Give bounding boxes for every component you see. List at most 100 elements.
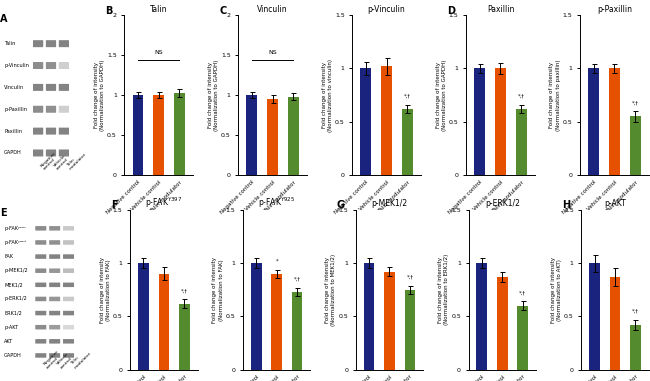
- Bar: [590, 263, 600, 370]
- FancyBboxPatch shape: [35, 339, 46, 344]
- Y-axis label: Fold change of intensity
(Normalization to FAK): Fold change of intensity (Normalization …: [99, 257, 111, 323]
- Text: p-FAKʸ²⁹⁷: p-FAKʸ²⁹⁷: [4, 226, 26, 231]
- Text: Negative
control: Negative control: [40, 151, 60, 171]
- Text: D: D: [447, 6, 455, 16]
- Text: Vehicle
control: Vehicle control: [57, 352, 73, 369]
- FancyBboxPatch shape: [46, 62, 56, 69]
- Bar: [517, 306, 528, 370]
- FancyBboxPatch shape: [33, 149, 44, 157]
- FancyBboxPatch shape: [58, 106, 69, 113]
- FancyBboxPatch shape: [63, 339, 74, 344]
- FancyBboxPatch shape: [49, 240, 60, 245]
- Bar: [404, 290, 415, 370]
- Y-axis label: Fold change of intensity
(Normalization to GAPDH): Fold change of intensity (Normalization …: [94, 59, 105, 131]
- FancyBboxPatch shape: [58, 149, 69, 157]
- FancyBboxPatch shape: [63, 226, 74, 231]
- FancyBboxPatch shape: [46, 128, 56, 134]
- FancyBboxPatch shape: [33, 40, 44, 47]
- Bar: [381, 66, 392, 175]
- FancyBboxPatch shape: [46, 84, 56, 91]
- Title: p-Vinculin: p-Vinculin: [368, 5, 406, 14]
- FancyBboxPatch shape: [49, 311, 60, 315]
- Text: AKT: AKT: [4, 339, 13, 344]
- FancyBboxPatch shape: [35, 297, 46, 301]
- Bar: [267, 99, 278, 175]
- Text: FAK: FAK: [4, 254, 13, 259]
- Bar: [138, 263, 149, 370]
- Text: Talin: Talin: [4, 41, 16, 46]
- Text: p-ERK1/2: p-ERK1/2: [4, 296, 27, 301]
- Text: p-AKT: p-AKT: [4, 325, 18, 330]
- Y-axis label: Fold change of intensity
(Normalization to GAPDH): Fold change of intensity (Normalization …: [436, 59, 447, 131]
- FancyBboxPatch shape: [49, 269, 60, 273]
- Text: GAPDH: GAPDH: [4, 353, 22, 358]
- Text: *,†: *,†: [406, 275, 413, 280]
- FancyBboxPatch shape: [35, 240, 46, 245]
- Text: *,†: *,†: [519, 291, 526, 296]
- FancyBboxPatch shape: [35, 325, 46, 330]
- Y-axis label: Fold change of intensity
(Normalization to AKT): Fold change of intensity (Normalization …: [551, 257, 562, 323]
- Bar: [495, 69, 506, 175]
- Bar: [360, 69, 371, 175]
- FancyBboxPatch shape: [46, 106, 56, 113]
- FancyBboxPatch shape: [49, 254, 60, 259]
- Bar: [133, 95, 143, 175]
- Text: *,†: *,†: [181, 289, 188, 294]
- Bar: [272, 274, 282, 370]
- Bar: [630, 116, 641, 175]
- FancyBboxPatch shape: [33, 128, 44, 134]
- Bar: [174, 93, 185, 175]
- Bar: [153, 95, 164, 175]
- FancyBboxPatch shape: [35, 269, 46, 273]
- Text: GAPDH: GAPDH: [4, 150, 21, 155]
- FancyBboxPatch shape: [49, 283, 60, 287]
- Text: p-FAKʸ⁹²⁵: p-FAKʸ⁹²⁵: [4, 240, 26, 245]
- Text: Paxillin: Paxillin: [4, 129, 22, 134]
- Bar: [516, 109, 526, 175]
- FancyBboxPatch shape: [49, 339, 60, 344]
- Y-axis label: Fold change of intensity
(Normalization to vinculin): Fold change of intensity (Normalization …: [322, 59, 333, 131]
- FancyBboxPatch shape: [46, 149, 56, 157]
- Bar: [159, 274, 169, 370]
- Y-axis label: Fold change of intensity
(Normalization to paxillin): Fold change of intensity (Normalization …: [549, 59, 561, 131]
- Bar: [588, 69, 599, 175]
- Text: ERK1/2: ERK1/2: [4, 311, 22, 315]
- Title: p-FAK$^{Y397}$: p-FAK$^{Y397}$: [145, 195, 183, 210]
- FancyBboxPatch shape: [63, 254, 74, 259]
- Title: p-ERK1/2: p-ERK1/2: [485, 200, 519, 208]
- FancyBboxPatch shape: [33, 62, 44, 69]
- Text: Vehicle
control: Vehicle control: [53, 154, 70, 171]
- Text: MEK1/2: MEK1/2: [4, 282, 23, 287]
- Bar: [288, 97, 299, 175]
- Text: p-MEK1/2: p-MEK1/2: [4, 268, 28, 273]
- Text: B: B: [105, 6, 112, 16]
- FancyBboxPatch shape: [49, 226, 60, 231]
- Bar: [476, 263, 487, 370]
- Text: Vinculin: Vinculin: [4, 85, 24, 90]
- Text: A: A: [0, 14, 8, 24]
- Bar: [497, 277, 508, 370]
- Text: Talin
modulator: Talin modulator: [66, 149, 87, 171]
- Text: p-Paxillin: p-Paxillin: [4, 107, 27, 112]
- Text: NS: NS: [268, 50, 277, 55]
- Text: p-Vinculin: p-Vinculin: [4, 63, 29, 68]
- Y-axis label: Fold change of intensity
(Normalization to ERK1/2): Fold change of intensity (Normalization …: [438, 254, 449, 325]
- FancyBboxPatch shape: [49, 297, 60, 301]
- Text: *,†: *,†: [518, 94, 525, 99]
- FancyBboxPatch shape: [49, 353, 60, 358]
- Y-axis label: Fold change of intensity
(Normalization to MEK1/2): Fold change of intensity (Normalization …: [325, 254, 336, 326]
- Bar: [609, 69, 620, 175]
- Text: *,†: *,†: [294, 277, 300, 282]
- FancyBboxPatch shape: [35, 226, 46, 231]
- Title: Vinculin: Vinculin: [257, 5, 288, 14]
- FancyBboxPatch shape: [35, 283, 46, 287]
- Bar: [384, 272, 395, 370]
- FancyBboxPatch shape: [63, 297, 74, 301]
- FancyBboxPatch shape: [63, 353, 74, 358]
- Bar: [246, 95, 257, 175]
- FancyBboxPatch shape: [35, 353, 46, 358]
- Title: Talin: Talin: [150, 5, 168, 14]
- Text: Negative
control: Negative control: [42, 349, 62, 369]
- Text: *,†: *,†: [404, 94, 411, 99]
- Text: Talin
modulator: Talin modulator: [70, 347, 92, 369]
